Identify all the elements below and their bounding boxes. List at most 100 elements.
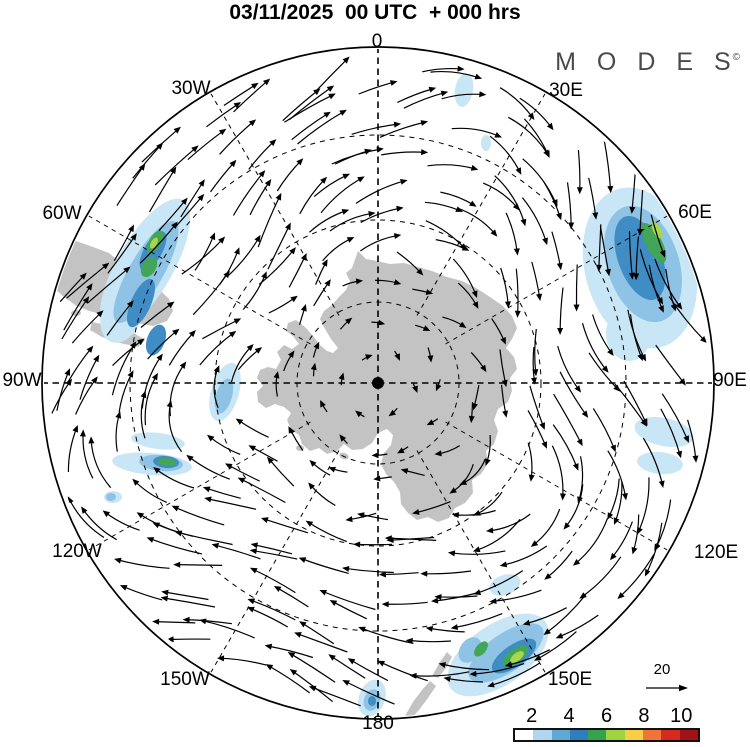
wind-arrowhead xyxy=(320,400,326,408)
modes-logo: M O D E S© xyxy=(555,48,740,77)
wind-arrowhead xyxy=(373,475,381,482)
wind-arrowhead xyxy=(368,211,376,217)
wind-arrowhead xyxy=(207,434,215,442)
shaded-region-light xyxy=(454,73,474,107)
wind-arrowhead xyxy=(504,661,513,668)
wind-arrowhead xyxy=(264,643,273,650)
wind-arrow xyxy=(219,657,267,666)
wind-arrow xyxy=(252,543,293,555)
wind-arrowhead xyxy=(235,418,244,425)
wind-arrow xyxy=(522,158,557,205)
shaded-region-medium xyxy=(214,378,234,414)
wind-arrowhead xyxy=(679,378,686,386)
wind-arrow xyxy=(603,140,612,191)
wind-arrowhead xyxy=(288,426,295,434)
longitude-label-90W: 90W xyxy=(2,370,41,391)
wind-arrow xyxy=(249,607,289,628)
wind-arrow xyxy=(206,102,240,128)
wind-arrowhead xyxy=(273,371,280,379)
wind-arrow xyxy=(344,567,394,574)
wind-arrowhead xyxy=(261,517,269,523)
wind-arrowhead xyxy=(541,441,547,449)
wind-arrow xyxy=(403,91,446,109)
wind-arrowhead xyxy=(137,338,145,346)
wind-arrowhead xyxy=(202,486,211,493)
wind-arrow xyxy=(263,518,309,534)
island xyxy=(395,459,401,465)
wind-arrow xyxy=(575,264,578,310)
wind-arrowhead xyxy=(425,289,434,295)
wind-arrowhead xyxy=(233,318,242,325)
wind-arrowhead xyxy=(339,434,347,442)
wind-arrowhead xyxy=(287,652,296,659)
wind-arrowhead xyxy=(378,571,386,578)
wind-arrowhead xyxy=(79,429,86,437)
wind-arrowhead xyxy=(601,365,609,373)
wind-arrow xyxy=(607,478,620,518)
wind-arrowhead xyxy=(264,179,272,187)
wind-arrowhead xyxy=(355,278,364,285)
wind-arrow xyxy=(289,86,333,120)
longitude-label-120E: 120E xyxy=(694,542,738,563)
wind-arrow xyxy=(482,182,519,209)
wind-arrowhead xyxy=(170,166,177,175)
wind-arrow xyxy=(173,506,225,526)
wind-arrowhead xyxy=(501,379,508,388)
wind-arrowhead xyxy=(622,493,628,501)
wind-arrow xyxy=(422,570,472,575)
wind-arrow xyxy=(154,146,198,186)
wind-arrow xyxy=(291,670,334,703)
wind-arrowhead xyxy=(381,601,389,608)
wind-arrowhead xyxy=(657,297,664,305)
longitude-labels: 0 30E 60E 90E 120E 150E 180 150W 120W 90W 60W 30W xyxy=(2,31,746,734)
wind-arrowhead xyxy=(393,233,402,239)
wind-arrowhead xyxy=(536,293,543,301)
wind-arrowhead xyxy=(358,626,366,633)
wind-arrowhead xyxy=(328,93,336,100)
wind-arrow xyxy=(408,639,451,643)
wind-arrowhead xyxy=(629,206,636,214)
longitude-label-150E: 150E xyxy=(548,669,592,690)
wind-arrowhead xyxy=(258,170,266,178)
wind-arrow xyxy=(529,385,545,428)
colorbar-tick-label: 8 xyxy=(638,705,650,727)
wind-arrow xyxy=(632,514,640,553)
wind-arrowhead xyxy=(461,245,470,251)
wind-arrowhead xyxy=(179,361,187,369)
wind-arrow xyxy=(297,110,345,145)
colorbar-tick-label: 2 xyxy=(526,705,538,727)
wind-arrowhead xyxy=(592,212,599,220)
colorbar-segment xyxy=(569,730,589,740)
wind-arrow xyxy=(219,249,239,285)
meridian-line xyxy=(416,450,546,674)
meridian-line xyxy=(416,92,546,316)
wind-arrow xyxy=(331,600,368,620)
wind-arrow xyxy=(257,194,281,248)
wind-arrowhead xyxy=(166,636,174,643)
wind-arrowhead xyxy=(364,148,372,155)
meridian-line xyxy=(87,215,311,345)
wind-arrowhead xyxy=(269,139,277,147)
wind-arrowhead xyxy=(265,664,274,671)
shaded-region-green xyxy=(474,641,488,657)
wind-arrowhead xyxy=(211,543,219,549)
longitude-label-60E: 60E xyxy=(678,202,712,223)
wind-arrowhead xyxy=(450,624,459,630)
wind-arrowhead xyxy=(412,509,420,515)
wind-arrowhead xyxy=(173,561,181,568)
wind-arrowhead xyxy=(345,516,353,523)
modes-logo-text: M O D E S xyxy=(555,48,738,76)
wind-arrowhead xyxy=(504,301,511,309)
wind-arrowhead xyxy=(658,480,665,488)
wind-arrowhead xyxy=(542,237,548,246)
wind-arrow xyxy=(148,537,203,555)
wind-arrowhead xyxy=(130,341,137,349)
wind-arrowhead xyxy=(328,654,336,661)
wind-arrow xyxy=(645,522,663,575)
page-title: 03/11/2025 00 UTC + 000 hrs xyxy=(229,1,521,24)
shaded-region-medium xyxy=(458,637,482,663)
colorbar-segment xyxy=(533,730,552,740)
wind-arrowhead xyxy=(289,669,298,676)
wind-arrowhead xyxy=(102,510,110,518)
wind-arrowhead xyxy=(339,109,347,116)
